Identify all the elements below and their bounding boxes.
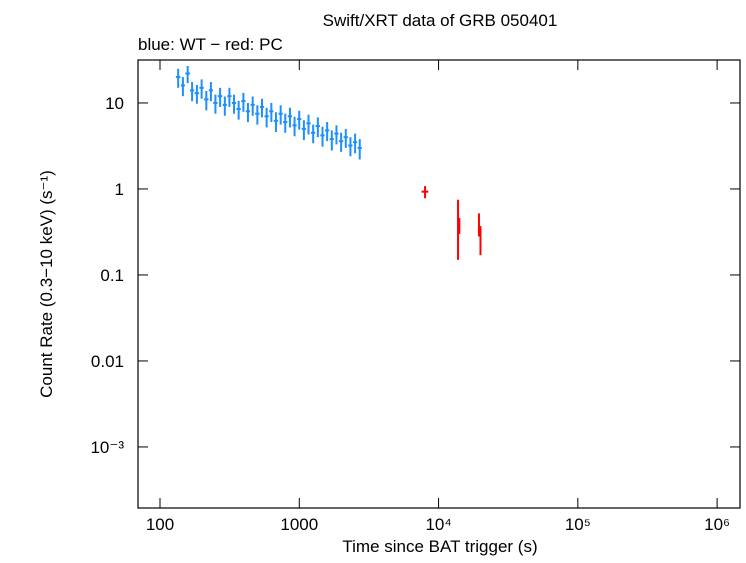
x-tick-label: 100 bbox=[146, 515, 174, 534]
chart-subtitle: blue: WT − red: PC bbox=[138, 35, 283, 54]
x-tick-label: 10⁵ bbox=[565, 515, 591, 534]
x-tick-label: 1000 bbox=[280, 515, 318, 534]
y-tick-label: 0.01 bbox=[91, 352, 124, 371]
y-axis-label: Count Rate (0.3−10 keV) (s⁻¹) bbox=[37, 170, 56, 398]
y-tick-label: 0.1 bbox=[100, 266, 124, 285]
y-tick-label: 10 bbox=[105, 94, 124, 113]
plot-frame bbox=[137, 59, 741, 509]
x-tick-label: 10⁶ bbox=[704, 515, 730, 534]
x-tick-label: 10⁴ bbox=[425, 515, 451, 534]
x-axis-label: Time since BAT trigger (s) bbox=[342, 537, 537, 556]
y-tick-label: 1 bbox=[115, 180, 124, 199]
chart-title: Swift/XRT data of GRB 050401 bbox=[323, 11, 558, 30]
y-tick-label: 10⁻³ bbox=[90, 438, 124, 457]
